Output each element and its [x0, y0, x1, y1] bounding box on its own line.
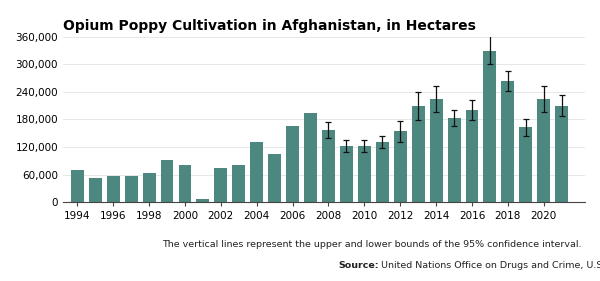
Bar — [89, 178, 102, 202]
Bar — [143, 173, 155, 202]
Bar — [304, 114, 317, 202]
Bar — [537, 99, 550, 202]
Bar — [71, 170, 84, 202]
Bar — [125, 176, 137, 202]
Bar — [196, 199, 209, 202]
Bar — [376, 142, 389, 202]
Bar — [232, 166, 245, 202]
Bar — [286, 126, 299, 202]
Bar — [161, 160, 173, 202]
Bar — [448, 118, 461, 202]
Bar — [502, 81, 514, 202]
Bar — [340, 146, 353, 202]
Bar — [466, 110, 478, 202]
Text: Source:: Source: — [338, 261, 379, 270]
Bar — [179, 165, 191, 202]
Text: Opium Poppy Cultivation in Afghanistan, in Hectares: Opium Poppy Cultivation in Afghanistan, … — [63, 19, 476, 33]
Bar — [520, 127, 532, 202]
Bar — [358, 146, 371, 202]
Bar — [555, 106, 568, 202]
Text: United Nations Office on Drugs and Crime, U.S. Global Investors: United Nations Office on Drugs and Crime… — [379, 261, 600, 270]
Bar — [322, 130, 335, 202]
Bar — [484, 51, 496, 202]
Bar — [250, 142, 263, 202]
Bar — [430, 99, 443, 202]
Bar — [268, 155, 281, 202]
Bar — [412, 106, 425, 202]
Bar — [107, 176, 119, 202]
Bar — [214, 168, 227, 202]
Text: The vertical lines represent the upper and lower bounds of the 95% confidence in: The vertical lines represent the upper a… — [163, 240, 582, 249]
Bar — [394, 132, 407, 202]
